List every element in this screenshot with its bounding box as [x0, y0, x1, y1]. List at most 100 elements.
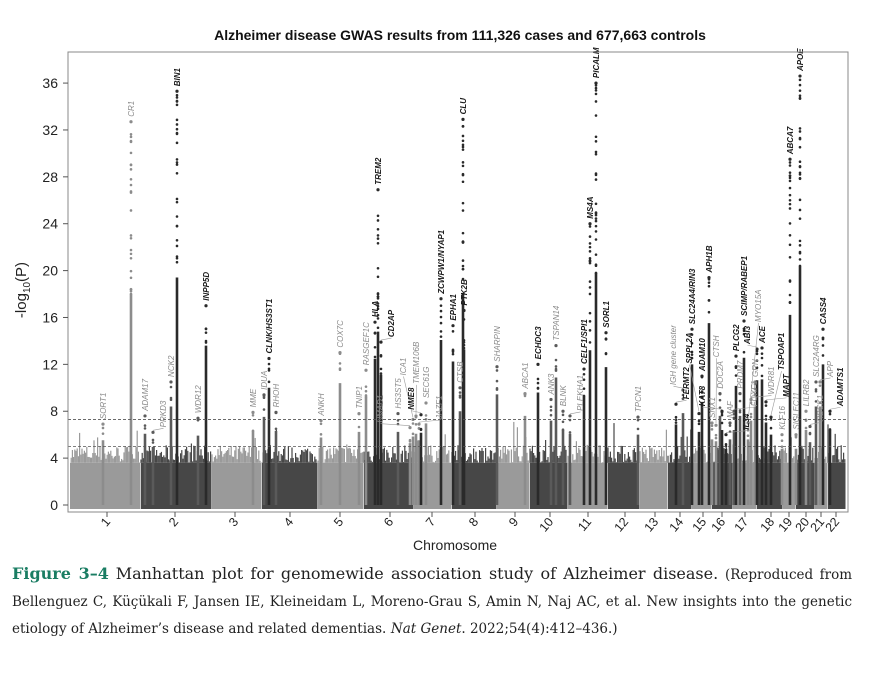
label-leader-line: [715, 358, 717, 424]
gene-label: TSPOAP1: [777, 332, 786, 370]
gene-label: CASS4: [819, 297, 828, 324]
x-tick-label: 5: [331, 515, 346, 529]
gene-label: TMEM106B: [412, 341, 421, 384]
gene-label: KLF16: [778, 406, 787, 430]
label-leader-line: [733, 406, 755, 410]
peak-top-point: [376, 188, 380, 192]
peak-umad1: [408, 426, 412, 505]
gene-label: ANK3: [547, 373, 556, 395]
gene-label: ABCA7: [786, 126, 795, 155]
gene-label: MS4A: [586, 196, 595, 218]
x-tick-label: 2: [166, 515, 181, 529]
gene-label: EPHA1: [449, 293, 458, 320]
peak-top-point: [755, 347, 759, 351]
x-tick-label: 22: [823, 515, 843, 535]
peak-abca7: [788, 157, 792, 505]
threshold-lines: [68, 419, 848, 447]
gene-label: TPCN1: [634, 386, 643, 412]
gene-label: INPP5D: [202, 272, 211, 301]
x-tick-label: 7: [423, 515, 438, 529]
caption-main: Manhattan plot for genomewide associatio…: [115, 564, 719, 583]
gene-label: UMAD1: [376, 395, 385, 423]
gene-label: FOXF1: [750, 380, 759, 406]
peak-mapt: [764, 400, 768, 505]
label-leader-line: [747, 344, 758, 348]
peak-cr1: [129, 120, 133, 505]
y-axis-label: -log10(P): [13, 262, 33, 318]
caption-citation: (Reproduced from Bellenguez C, Küçükali …: [12, 567, 853, 637]
peak-top-point: [710, 421, 714, 425]
peak-doc2a: [718, 392, 722, 505]
gene-label: PLCG2: [732, 324, 741, 351]
peak-top-point: [129, 120, 133, 124]
chromosome-band-12: [607, 423, 640, 509]
peak-epha1: [451, 324, 455, 505]
peak-rhoh: [274, 410, 278, 505]
peak-top-point: [604, 331, 608, 335]
peak-aph1b: [707, 276, 711, 505]
gene-label: SEC61G: [422, 366, 431, 398]
peak-top-point: [690, 327, 694, 331]
gene-label: APP: [826, 360, 835, 378]
peak-klf16: [780, 433, 784, 505]
peak-top-point: [419, 413, 423, 417]
gene-label: APH1B: [705, 245, 714, 273]
gene-label: RHOH: [272, 384, 281, 408]
y-tick-label: 4: [50, 450, 58, 466]
y-tick-label: 32: [42, 122, 58, 138]
peak-top-point: [746, 421, 750, 425]
peak-maf: [728, 421, 732, 505]
peak-top-point: [681, 388, 685, 392]
chromosome-band-13: [639, 429, 668, 509]
peak-sorl1: [604, 331, 608, 505]
peak-top-point: [720, 409, 724, 413]
plot-frame: [67, 51, 849, 513]
label-leader-line: [809, 422, 821, 425]
gene-label: TSPAN14: [552, 305, 561, 341]
peak-top-point: [262, 393, 266, 397]
peak-snx1: [710, 421, 714, 505]
peak-top-point: [357, 411, 361, 416]
x-tick-label: 12: [612, 515, 632, 535]
peak-slc24a4-rin3: [690, 327, 694, 505]
y-tick-label: 16: [42, 309, 58, 325]
peak-apoe: [798, 74, 802, 505]
gene-label: ADAMTS1: [836, 367, 845, 407]
peak-top-point: [728, 421, 732, 425]
gene-label: PRDM7: [736, 360, 745, 389]
gene-label: SLC2A4RG: [812, 335, 821, 377]
gene-label: BLNK: [559, 385, 568, 407]
peak-top-point: [780, 433, 784, 437]
gene-label: MAF: [726, 400, 735, 418]
chromosome-band-6: [363, 445, 414, 509]
peak-top-point: [738, 392, 742, 396]
label-leader-line: [750, 395, 772, 398]
x-tick-label: 13: [642, 515, 662, 535]
gene-label: CTSH: [712, 335, 721, 357]
peak-bin1: [175, 89, 179, 505]
peak-top-point: [804, 409, 808, 413]
gene-label: HLA: [371, 301, 380, 318]
peak-idua: [262, 393, 266, 505]
gene-label: APOE: [796, 48, 805, 72]
gene-labels: APOE PICALM BIN1 CLU CR1 ABCA7 TREM2 MS4A APH1B Z…: [99, 47, 845, 430]
x-tick-label: 15: [690, 515, 710, 535]
peak-cd2ap: [379, 340, 383, 505]
gene-label: BIN1: [173, 68, 182, 87]
gene-label: WDR12: [194, 385, 203, 414]
label-leader-line: [725, 430, 747, 433]
peak-il34: [724, 433, 728, 505]
peak-cass4: [821, 327, 825, 505]
peak-sharpin: [495, 365, 499, 505]
gene-label: ECHDC3: [534, 326, 543, 359]
gene-label: LILRB2: [802, 379, 811, 406]
peak-top-point: [769, 415, 773, 419]
peak-jazf1: [417, 422, 421, 505]
label-leader-line: [673, 385, 684, 389]
gene-label: TREM2: [374, 157, 383, 185]
peak-top-point: [798, 74, 802, 78]
gene-label: MAPT: [782, 373, 791, 397]
gene-label: IL34: [742, 413, 751, 430]
y-tick-label: 8: [50, 403, 58, 419]
